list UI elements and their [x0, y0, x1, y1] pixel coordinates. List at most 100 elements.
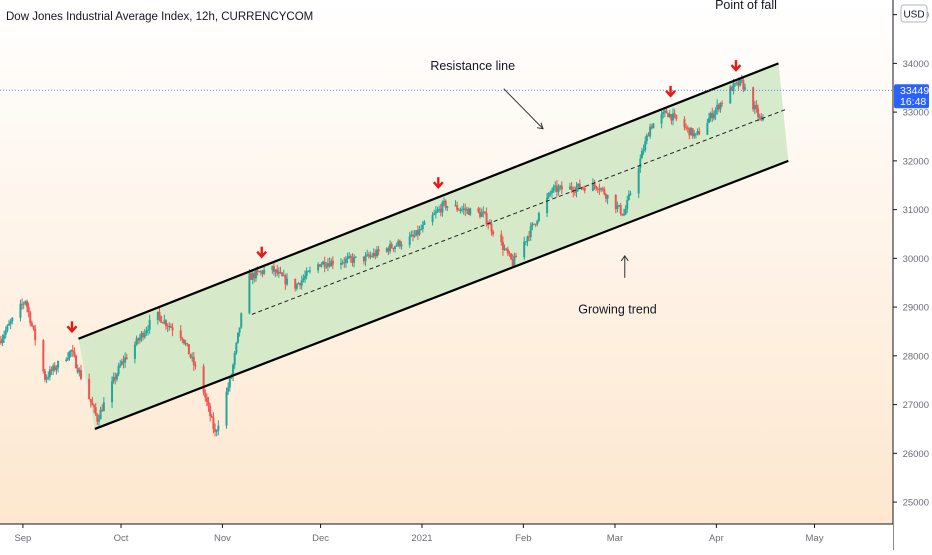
candle-body: [523, 242, 525, 258]
candle-body: [26, 301, 28, 307]
candle-body: [628, 194, 630, 200]
candle-body: [486, 213, 488, 224]
candle-body: [301, 280, 303, 285]
candle-body: [190, 354, 192, 357]
candle-body: [538, 213, 540, 221]
candle-body: [325, 267, 327, 268]
x-tick-label: Apr: [709, 533, 724, 544]
candle-body: [172, 328, 174, 331]
time-axis-background: [0, 525, 893, 551]
candle-body: [90, 399, 92, 402]
candle-body: [183, 340, 185, 344]
candle-body: [65, 360, 67, 361]
candle-body: [401, 245, 403, 246]
candle: [188, 344, 190, 354]
candle-body: [237, 333, 239, 343]
candle-body: [715, 110, 717, 115]
candle-body: [227, 388, 229, 392]
price-badge: 33449 16:48: [894, 84, 929, 108]
candle-body: [629, 194, 631, 195]
candle-body: [513, 256, 515, 266]
candle-body: [469, 208, 471, 215]
candle-body: [515, 256, 517, 257]
y-tick-label: 28000: [903, 351, 929, 362]
candle-body: [217, 426, 219, 431]
candle-body: [257, 270, 259, 271]
chart-title: Dow Jones Industrial Average Index, 12h,…: [6, 11, 313, 23]
candle-body: [574, 192, 576, 193]
candle-body: [347, 257, 349, 258]
x-tick-label: Nov: [214, 533, 231, 544]
candle-body: [279, 272, 281, 273]
candle-body: [57, 361, 59, 367]
x-tick-label: Mar: [607, 533, 623, 544]
candle-body: [286, 279, 288, 285]
candle: [226, 388, 228, 429]
candle-body: [340, 263, 342, 265]
candle-body: [147, 330, 149, 331]
y-tick-label: 26000: [903, 449, 929, 460]
candle-body: [80, 370, 82, 379]
candle-body: [353, 257, 355, 263]
candle-body: [546, 197, 548, 213]
candle-body: [561, 186, 563, 190]
candle-body: [698, 131, 700, 135]
candle-body: [6, 325, 8, 330]
candle-body: [639, 158, 641, 168]
candle-body: [603, 189, 605, 194]
candle-body: [394, 246, 396, 249]
candle-body: [165, 320, 167, 326]
candle-body: [446, 206, 448, 208]
candle-body: [302, 278, 304, 280]
candle-body: [126, 357, 128, 358]
candle-body: [641, 151, 643, 158]
candle: [510, 253, 512, 260]
candle-body: [665, 111, 667, 114]
candle-body: [46, 378, 48, 380]
candle-body: [229, 378, 231, 388]
candle-body: [304, 276, 306, 278]
candle-body: [435, 212, 437, 214]
candle-body: [72, 350, 74, 352]
candle-body: [477, 208, 479, 212]
y-tick-label: 33000: [903, 108, 929, 119]
candle-body: [734, 83, 736, 84]
candle: [160, 315, 162, 323]
candle-body: [118, 366, 120, 374]
candle-body: [420, 229, 422, 230]
candle-body: [240, 313, 242, 327]
candle: [75, 354, 77, 368]
candle-body: [160, 316, 162, 322]
candle-body: [674, 113, 676, 115]
y-tick-label: 30000: [903, 254, 929, 265]
candle-body: [206, 397, 208, 402]
y-tick-label: 25000: [903, 498, 929, 509]
candle-body: [638, 168, 640, 193]
candle-body: [188, 344, 190, 354]
candle-body: [350, 256, 352, 258]
currency-button[interactable]: USD: [901, 5, 927, 22]
candle-body: [263, 270, 265, 274]
x-tick-label: Feb: [515, 533, 531, 544]
candle-body: [8, 324, 10, 326]
candle-body: [437, 210, 439, 212]
svg-text:USD: USD: [903, 10, 924, 21]
candle-body: [551, 191, 553, 193]
x-tick-label: Dec: [312, 533, 329, 544]
candle-body: [226, 392, 228, 426]
candle-body: [204, 393, 206, 398]
annotation-trend: Growing trend: [578, 303, 657, 317]
candle-body: [69, 351, 71, 358]
candle-body: [492, 231, 494, 234]
candle: [240, 312, 242, 328]
candle-body: [433, 214, 435, 215]
candle-body: [93, 405, 95, 407]
candle-body: [490, 223, 492, 231]
candle-body: [194, 365, 196, 366]
candle-body: [345, 259, 347, 263]
candle-body: [28, 307, 30, 312]
candle-body: [324, 262, 326, 267]
candle: [42, 339, 44, 373]
